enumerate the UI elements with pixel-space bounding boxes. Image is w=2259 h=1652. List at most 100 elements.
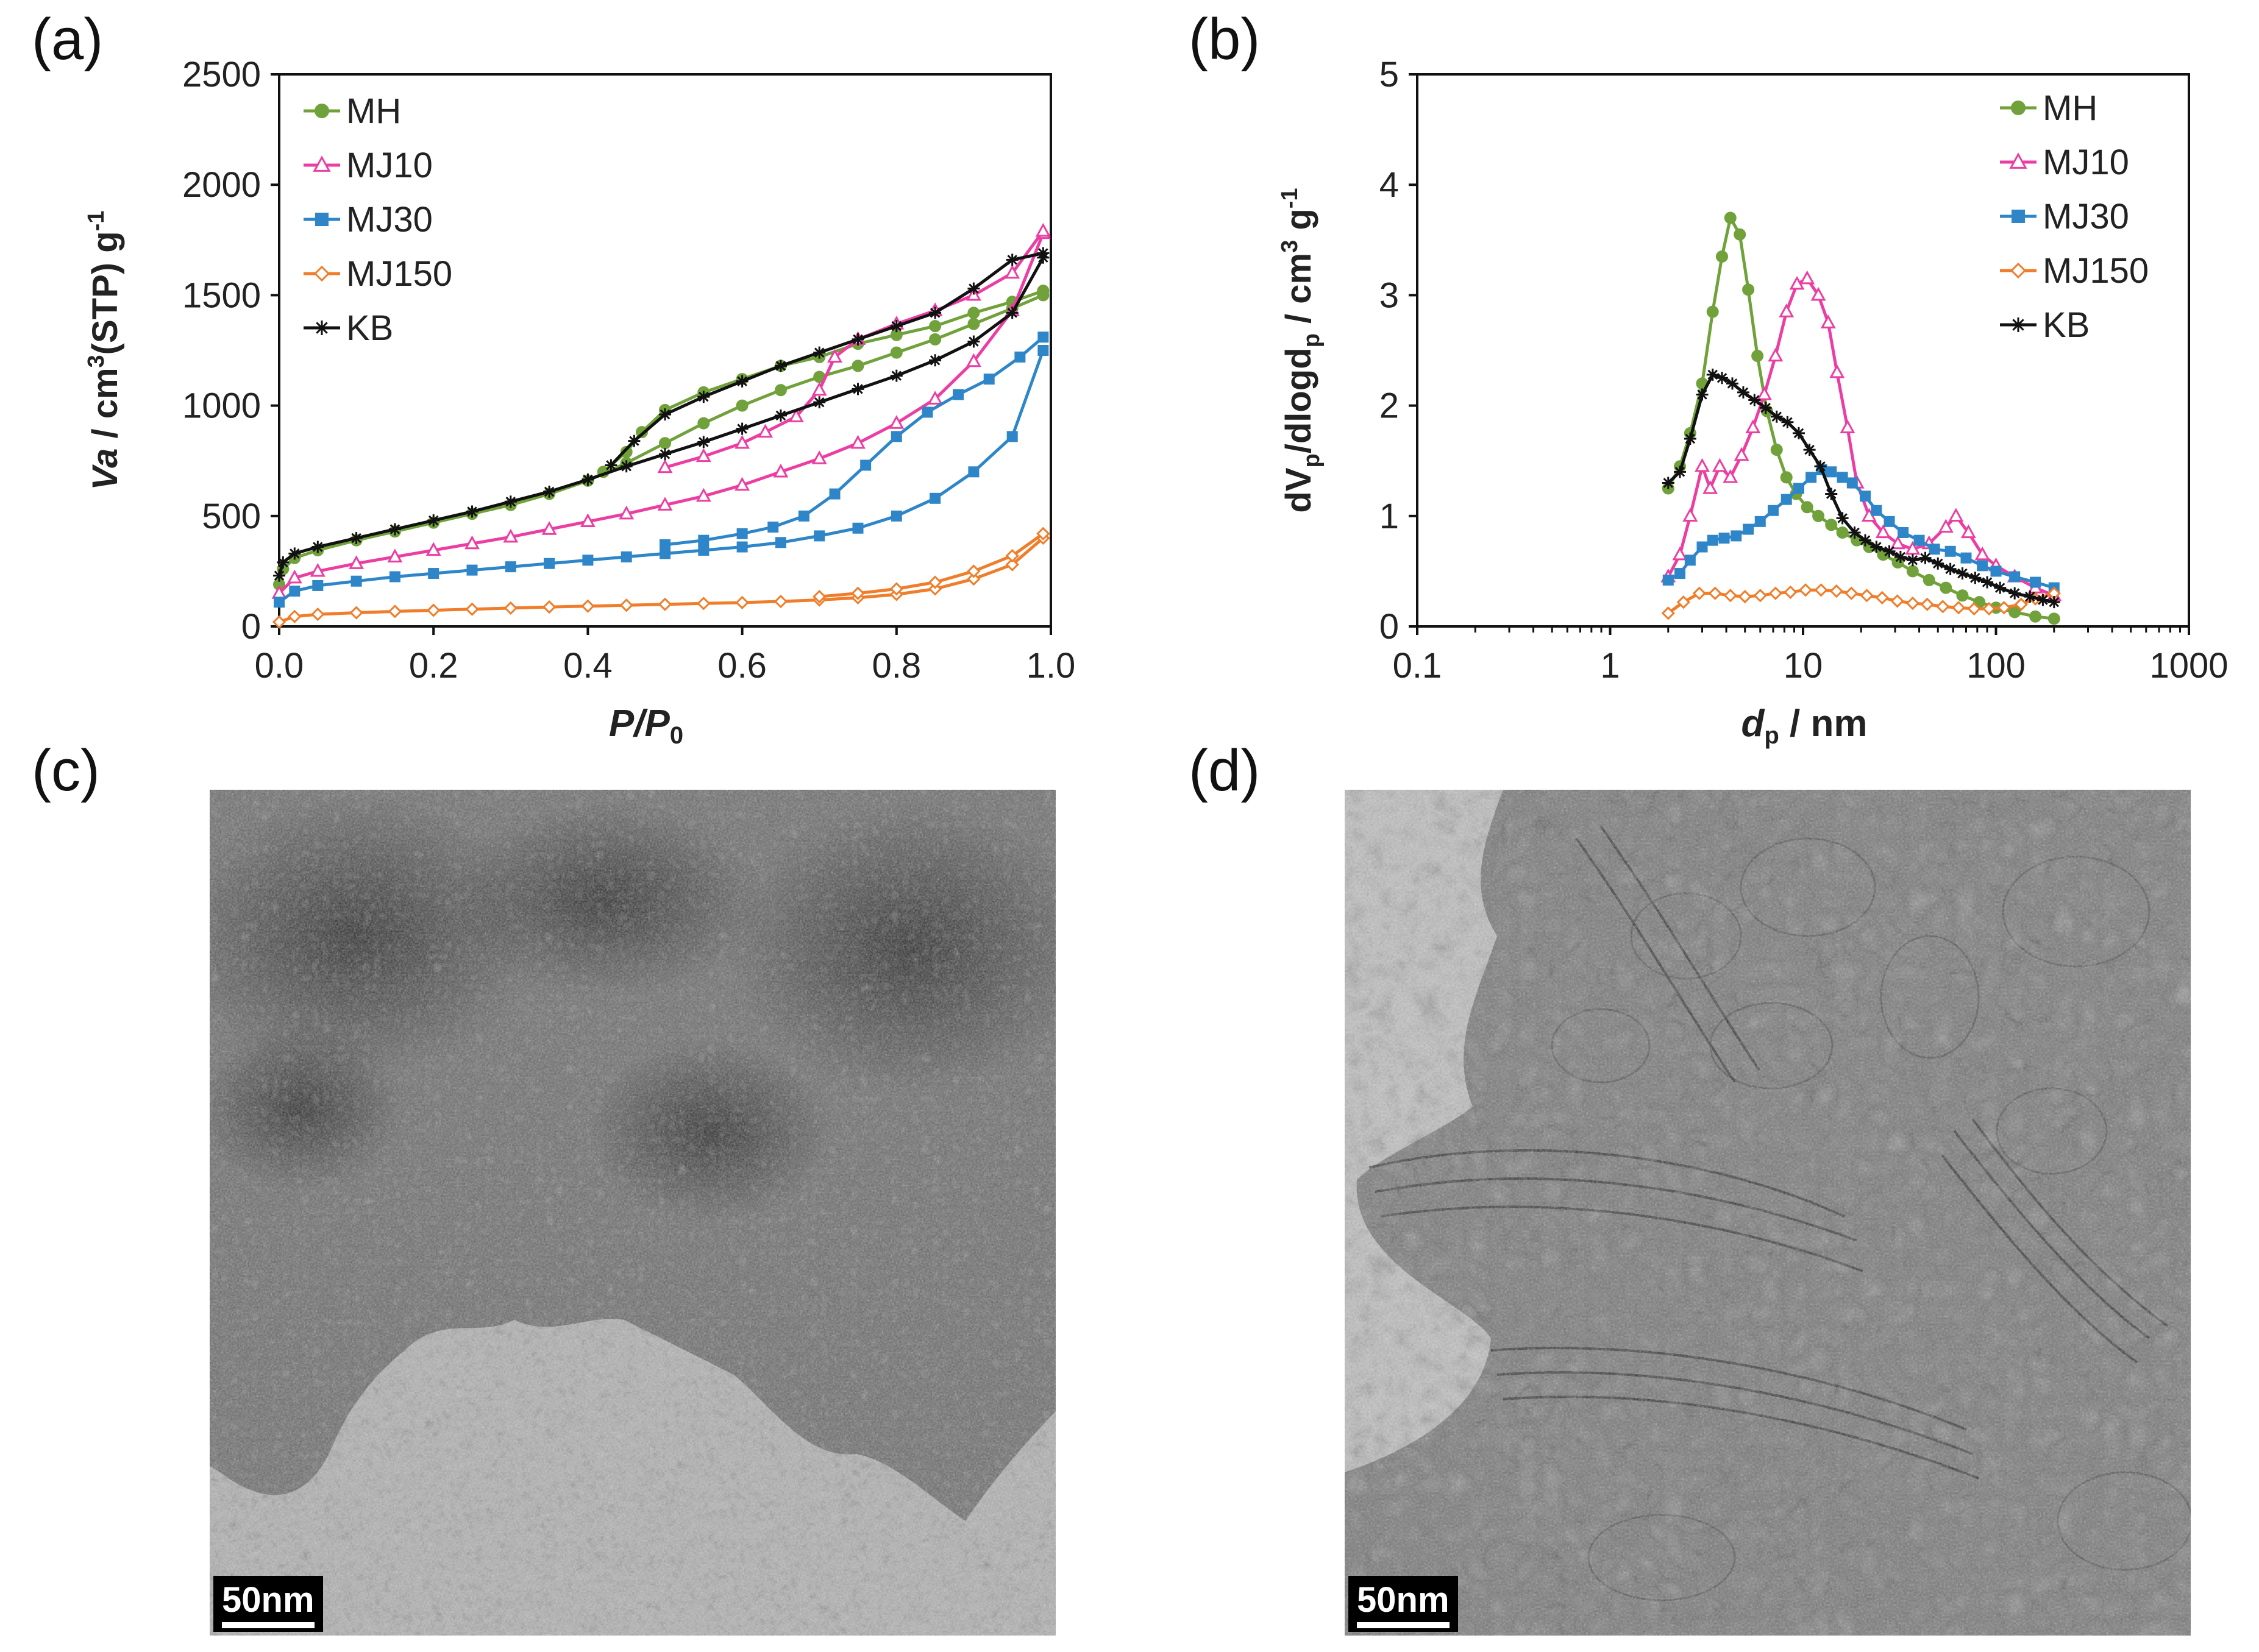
series-kb	[1662, 368, 2060, 609]
data-point	[274, 597, 285, 608]
data-point	[930, 492, 941, 504]
data-point	[929, 320, 942, 333]
data-point	[889, 415, 905, 429]
panel-label-b: (b)	[1189, 7, 1261, 72]
data-point	[1742, 283, 1755, 296]
data-point	[927, 391, 943, 405]
data-point	[425, 542, 441, 556]
data-point	[1035, 222, 1051, 237]
data-point	[311, 541, 324, 553]
data-point	[697, 391, 710, 403]
legend-label: KB	[2043, 305, 2090, 345]
series-line-mj10	[1667, 276, 2055, 597]
data-point	[1779, 303, 1795, 317]
legend-marker	[315, 321, 329, 335]
panel-label-d: (d)	[1189, 738, 1261, 803]
x-tick-label: 0.2	[409, 646, 458, 686]
data-point	[659, 408, 671, 421]
data-point	[1726, 377, 1738, 390]
data-point	[1994, 581, 2007, 594]
data-point	[967, 317, 980, 330]
data-point	[1929, 544, 1940, 555]
data-point	[1952, 601, 1966, 615]
data-point	[503, 601, 518, 615]
x-tick-label: 0.4	[563, 646, 613, 686]
data-point	[829, 488, 841, 500]
data-point	[811, 450, 827, 464]
data-point	[1812, 509, 1825, 522]
data-point	[889, 582, 903, 596]
legend-item-mj10: MJ10	[304, 146, 433, 185]
data-point	[1702, 480, 1718, 494]
data-point	[582, 555, 594, 566]
series-line-mj10	[664, 230, 1045, 469]
x-tick-label: 0.8	[872, 646, 921, 686]
data-point	[1738, 589, 1752, 604]
scale-bar-c: 50nm	[213, 1576, 323, 1632]
data-point	[758, 424, 774, 438]
data-point	[505, 561, 516, 573]
data-point	[1890, 535, 1905, 550]
data-point	[813, 346, 826, 359]
data-point	[628, 434, 641, 447]
data-point	[1784, 585, 1798, 599]
legend-marker	[2009, 152, 2027, 169]
legend-label: MJ30	[2043, 197, 2129, 236]
data-point	[967, 564, 981, 578]
x-tick-label: 1000	[2149, 646, 2228, 686]
legend-label: MJ10	[346, 146, 433, 185]
data-point	[1820, 314, 1836, 328]
data-point	[811, 381, 827, 396]
data-point	[1974, 546, 1990, 561]
data-point	[1789, 275, 1805, 290]
data-point	[1848, 526, 1861, 539]
data-point	[698, 544, 710, 556]
series-line-mj150	[279, 537, 1044, 624]
data-point	[1898, 526, 1909, 538]
data-point	[2047, 612, 2060, 625]
data-point	[1684, 432, 1696, 445]
data-point	[850, 434, 866, 449]
data-point	[774, 360, 787, 372]
data-point	[1875, 590, 1889, 605]
data-point	[1810, 286, 1826, 301]
legend-label: MH	[346, 91, 401, 131]
data-point	[658, 597, 672, 611]
data-point	[1884, 516, 1895, 527]
data-point	[1682, 508, 1698, 522]
legend-label: KB	[346, 308, 393, 348]
data-point	[928, 575, 942, 589]
data-point	[286, 569, 302, 584]
panel-label-a: (a)	[32, 7, 104, 72]
x-axis-label: dp / nm	[1741, 703, 1868, 749]
data-point	[967, 282, 980, 295]
data-point	[1005, 548, 1019, 563]
data-point	[1997, 601, 2011, 615]
data-point	[312, 580, 324, 591]
data-point	[1805, 472, 1817, 483]
series-mj30	[274, 331, 1049, 608]
data-point	[349, 555, 365, 569]
data-point	[1969, 572, 1982, 584]
data-point	[428, 568, 439, 580]
data-point	[659, 448, 671, 461]
series-line-mj30	[278, 350, 1045, 604]
y-tick-label: 4	[1379, 165, 1399, 205]
data-point	[1977, 560, 1988, 572]
series-mj150	[272, 526, 1050, 629]
legend-label: MJ30	[346, 200, 433, 239]
data-point	[1707, 534, 1718, 546]
data-point	[774, 409, 787, 422]
data-point	[967, 335, 980, 348]
data-point	[1723, 469, 1738, 483]
data-point	[582, 473, 594, 486]
data-point	[427, 603, 441, 617]
data-point	[1829, 584, 1843, 598]
data-point	[621, 551, 632, 562]
data-point	[2037, 594, 2049, 606]
y-tick-label: 2000	[182, 165, 261, 205]
data-point	[1708, 586, 1722, 600]
data-point	[773, 463, 789, 478]
data-point	[2008, 587, 2021, 600]
data-point	[2047, 596, 2060, 609]
